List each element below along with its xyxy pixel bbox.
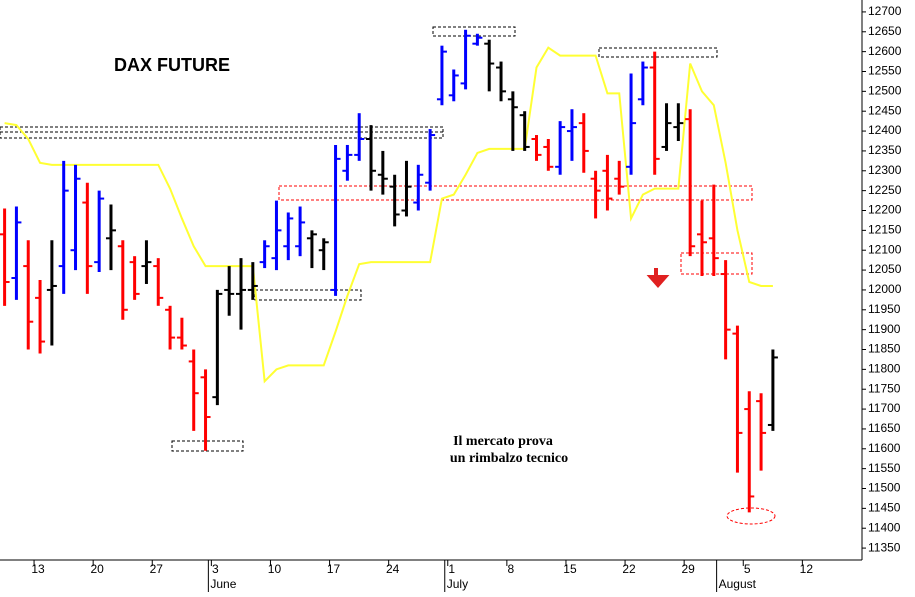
down-arrow [646, 268, 670, 289]
annotation: un rimbalzo tecnico [450, 451, 568, 466]
indicator-line [4, 46, 773, 384]
y-tick-label: 11450 [868, 501, 901, 515]
y-tick-label: 12400 [868, 123, 902, 137]
y-tick-label: 11600 [868, 441, 901, 455]
resistance-box [0, 126, 444, 139]
annotation: Il mercato prova [453, 434, 553, 449]
y-tick-label: 11650 [868, 421, 901, 435]
y-tick-label: 12300 [868, 163, 902, 177]
x-tick-label: 3 [212, 562, 219, 576]
y-tick-label: 11850 [868, 342, 901, 356]
x-tick-label: 29 [681, 562, 695, 576]
month-label: July [447, 577, 468, 591]
y-tick-label: 12250 [868, 183, 902, 197]
y-tick-label: 12350 [868, 143, 902, 157]
x-tick-label: 10 [268, 562, 282, 576]
month-label: August [719, 577, 757, 591]
y-tick-label: 11900 [868, 322, 901, 336]
y-tick-label: 12200 [868, 203, 902, 217]
y-tick-label: 12600 [868, 44, 902, 58]
support-box [278, 185, 753, 201]
low-ellipse [726, 507, 776, 525]
y-tick-label: 12500 [868, 84, 902, 98]
y-tick-label: 12150 [868, 223, 902, 237]
y-tick-label: 11700 [868, 401, 901, 415]
y-tick-label: 11350 [868, 540, 901, 554]
y-tick-label: 11550 [868, 461, 901, 475]
x-tick-label: 24 [386, 562, 400, 576]
y-tick-label: 11750 [868, 381, 901, 395]
x-tick-label: 17 [327, 562, 341, 576]
top-box [432, 26, 516, 37]
y-tick-label: 11500 [868, 481, 901, 495]
x-tick-label: 5 [744, 562, 751, 576]
x-tick-label: 1 [448, 562, 455, 576]
y-tick-label: 12550 [868, 64, 902, 78]
x-tick-label: 8 [508, 562, 515, 576]
y-tick-label: 12100 [868, 242, 902, 256]
y-tick-label: 11400 [868, 520, 901, 534]
low-box [171, 440, 244, 452]
y-tick-label: 11800 [868, 362, 901, 376]
x-tick-label: 22 [622, 562, 636, 576]
y-tick-label: 12050 [868, 262, 902, 276]
x-tick-label: 15 [563, 562, 577, 576]
y-tick-label: 12450 [868, 103, 902, 117]
plot [0, 29, 778, 513]
top-box [598, 47, 718, 58]
x-tick-label: 20 [90, 562, 104, 576]
y-tick-label: 12000 [868, 282, 902, 296]
gap-box [680, 252, 753, 275]
y-tick-label: 12700 [868, 4, 902, 18]
x-tick-label: 13 [31, 562, 45, 576]
chart-title: DAX FUTURE [114, 55, 230, 75]
month-label: June [210, 577, 236, 591]
x-tick-label: 12 [800, 562, 814, 576]
y-tick-label: 11950 [868, 302, 901, 316]
y-tick-label: 12650 [868, 24, 902, 38]
x-tick-label: 27 [150, 562, 164, 576]
